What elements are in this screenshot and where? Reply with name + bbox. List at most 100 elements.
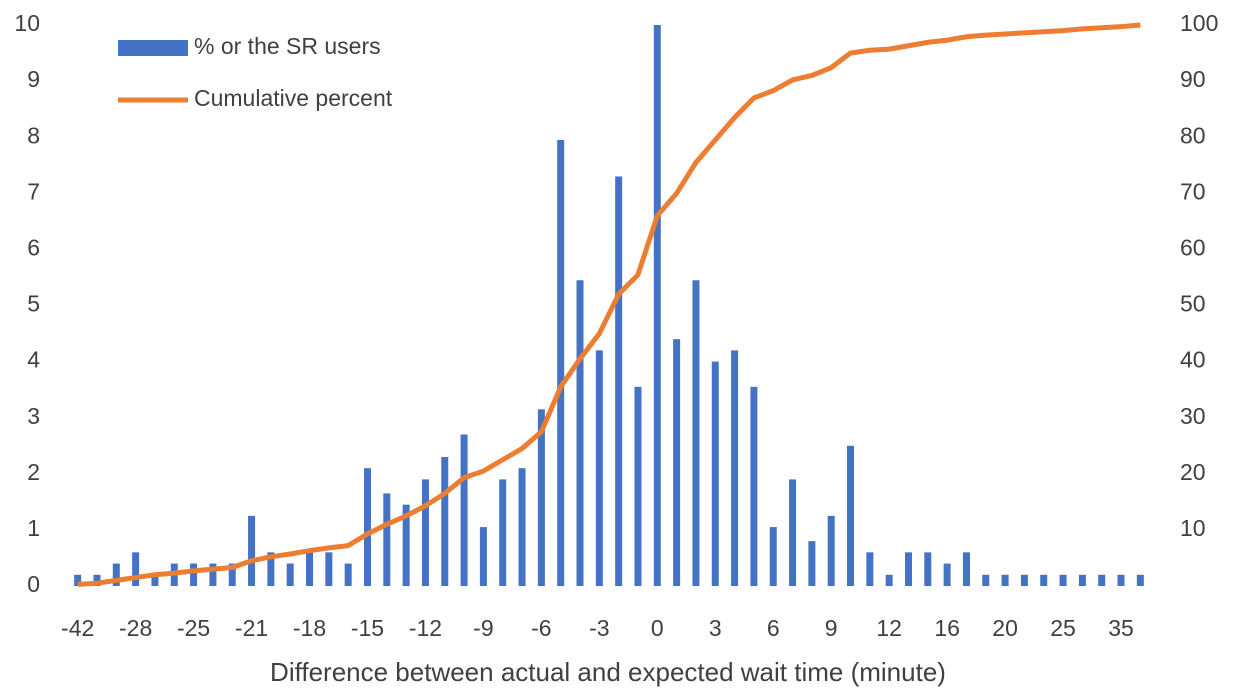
y-tick-label: 5: [27, 291, 40, 317]
x-tick-label: 9: [825, 615, 838, 641]
x-tick-label: -25: [177, 615, 210, 641]
x-tick-label: 0: [651, 615, 664, 641]
x-tick-label: -12: [409, 615, 442, 641]
y-tick-label: 4: [27, 347, 40, 373]
y-tick-label: 1: [27, 515, 40, 541]
bar: [866, 552, 874, 586]
x-tick-label: -28: [119, 615, 152, 641]
bar: [847, 445, 855, 586]
bar: [421, 479, 429, 586]
bar: [132, 552, 140, 586]
bar: [93, 574, 101, 586]
bar: [557, 140, 565, 586]
y2-tick-label: 10: [1180, 515, 1206, 541]
y-tick-label: 8: [27, 122, 40, 148]
bar: [479, 527, 487, 586]
legend-label: Cumulative percent: [194, 85, 393, 111]
x-tick-label: 35: [1108, 615, 1134, 641]
y2-tick-label: 30: [1180, 403, 1206, 429]
legend-label: % or the SR users: [194, 33, 381, 59]
y-tick-label: 6: [27, 234, 40, 260]
bar: [769, 527, 777, 586]
bar: [789, 479, 797, 586]
bar: [1098, 574, 1106, 586]
y-tick-label: 9: [27, 66, 40, 92]
x-tick-label: -18: [293, 615, 326, 641]
bar: [1117, 574, 1125, 586]
x-tick-label: 20: [992, 615, 1018, 641]
bar: [460, 434, 468, 586]
x-tick-label: 25: [1050, 615, 1076, 641]
bar: [1020, 574, 1028, 586]
bar: [731, 350, 739, 586]
x-tick-label: 12: [876, 615, 902, 641]
legend-swatch: [118, 40, 188, 56]
bar: [1040, 574, 1048, 586]
bar: [190, 563, 198, 586]
bar: [1059, 574, 1067, 586]
y-tick-label: 3: [27, 403, 40, 429]
bar: [383, 493, 391, 586]
bar: [441, 456, 449, 586]
bar: [576, 280, 584, 586]
y-tick-label: 0: [27, 571, 40, 597]
x-tick-label: -6: [531, 615, 551, 641]
bar: [344, 563, 352, 586]
y2-tick-label: 20: [1180, 459, 1206, 485]
y2-tick-label: 60: [1180, 234, 1206, 260]
x-axis-label: Difference between actual and expected w…: [270, 657, 946, 687]
bar: [827, 515, 835, 586]
bar: [248, 515, 256, 586]
x-tick-label: -42: [61, 615, 94, 641]
bar: [267, 552, 275, 586]
bar: [306, 552, 314, 586]
bar: [228, 563, 236, 586]
bar: [885, 574, 893, 586]
bar: [692, 280, 700, 586]
bar: [209, 563, 217, 586]
bar: [595, 350, 603, 586]
x-tick-label: -3: [589, 615, 609, 641]
bar: [615, 176, 623, 586]
y-tick-label: 7: [27, 178, 40, 204]
x-tick-label: -21: [235, 615, 268, 641]
bar: [402, 504, 410, 586]
bar: [286, 563, 294, 586]
y2-tick-label: 80: [1180, 122, 1206, 148]
bar: [325, 552, 333, 586]
bar: [537, 409, 545, 586]
bar: [673, 339, 681, 586]
bar: [1001, 574, 1009, 586]
x-tick-label: 3: [709, 615, 722, 641]
y-tick-label: 2: [27, 459, 40, 485]
y2-tick-label: 40: [1180, 347, 1206, 373]
bar: [924, 552, 932, 586]
bar: [74, 574, 82, 586]
bar: [943, 563, 951, 586]
y-tick-label: 10: [14, 10, 40, 36]
bar: [962, 552, 970, 586]
x-tick-label: 6: [767, 615, 780, 641]
bar: [112, 563, 120, 586]
bar: [1078, 574, 1086, 586]
y2-tick-label: 70: [1180, 178, 1206, 204]
bar: [653, 25, 661, 586]
bar: [634, 386, 642, 586]
bar: [499, 479, 507, 586]
bar: [904, 552, 912, 586]
bar: [750, 386, 758, 586]
bar: [808, 541, 816, 586]
cumulative-line: [77, 22, 1141, 587]
bar: [1136, 574, 1144, 586]
bar: [363, 468, 371, 586]
y2-tick-label: 100: [1180, 10, 1218, 36]
x-tick-label: 16: [934, 615, 960, 641]
y2-tick-label: 50: [1180, 291, 1206, 317]
bar: [711, 361, 719, 586]
x-tick-label: -15: [351, 615, 384, 641]
bar: [518, 468, 526, 586]
y2-tick-label: 90: [1180, 66, 1206, 92]
bar: [982, 574, 990, 586]
x-tick-label: -9: [473, 615, 493, 641]
